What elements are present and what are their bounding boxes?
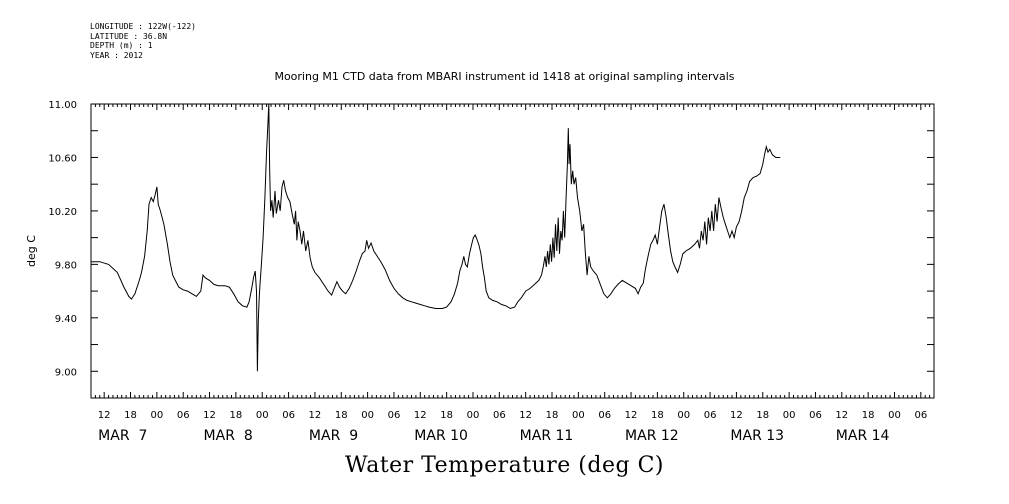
x-hour-tick-label: 12: [730, 410, 743, 421]
x-hour-tick-label: 12: [835, 410, 848, 421]
x-hour-tick-label: 18: [230, 410, 243, 421]
y-tick-label: 9.00: [55, 367, 77, 378]
temperature-series-line: [91, 103, 781, 372]
x-hour-tick-label: 18: [440, 410, 453, 421]
y-tick-label: 9.80: [55, 260, 77, 271]
x-hour-tick-label: 18: [862, 410, 875, 421]
x-hour-tick-label: 06: [282, 410, 295, 421]
x-hour-tick-label: 00: [783, 410, 796, 421]
x-date-label: MAR 10: [414, 428, 468, 444]
x-hour-tick-label: 06: [493, 410, 506, 421]
y-tick-label: 9.40: [55, 314, 77, 325]
y-tick-label: 10.20: [48, 207, 77, 218]
x-date-label: MAR 8: [204, 428, 253, 444]
x-hour-tick-label: 06: [809, 410, 822, 421]
x-date-label: MAR 13: [730, 428, 784, 444]
x-hour-tick-label: 18: [546, 410, 559, 421]
metadata-block: LONGITUDE : 122W(-122) LATITUDE : 36.8N …: [90, 22, 196, 60]
x-hour-tick-label: 18: [335, 410, 348, 421]
x-date-label: MAR 14: [836, 428, 890, 444]
x-hour-tick-label: 18: [124, 410, 137, 421]
x-hour-tick-label: 12: [309, 410, 322, 421]
x-hour-tick-label: 06: [914, 410, 927, 421]
x-date-label: MAR 9: [309, 428, 358, 444]
x-hour-tick-label: 00: [150, 410, 163, 421]
x-hour-tick-label: 00: [572, 410, 585, 421]
x-hour-tick-label: 12: [203, 410, 216, 421]
year-label: YEAR : 2012: [90, 50, 143, 60]
plot-frame: [90, 103, 935, 399]
x-hour-tick-label: 12: [625, 410, 638, 421]
x-hour-tick-label: 12: [519, 410, 532, 421]
depth-label: DEPTH (m) : 1: [90, 41, 153, 50]
longitude-label: LONGITUDE : 122W(-122): [90, 22, 196, 31]
x-hour-tick-label: 00: [888, 410, 901, 421]
x-date-label: MAR 7: [98, 428, 147, 444]
x-hour-tick-label: 18: [756, 410, 769, 421]
x-hour-tick-label: 18: [651, 410, 664, 421]
x-hour-tick-label: 00: [256, 410, 269, 421]
x-hour-tick-label: 06: [177, 410, 190, 421]
chart-title: Mooring M1 CTD data from MBARI instrumen…: [274, 70, 735, 83]
x-hour-tick-label: 00: [361, 410, 374, 421]
x-hour-tick-label: 06: [388, 410, 401, 421]
x-hour-tick-label: 06: [704, 410, 717, 421]
latitude-label: LATITUDE : 36.8N: [90, 31, 168, 41]
x-date-label: MAR 12: [625, 428, 679, 444]
x-hour-tick-label: 12: [414, 410, 427, 421]
x-hour-tick-label: 06: [598, 410, 611, 421]
y-tick-label: 11.00: [48, 100, 77, 111]
chart-main-title: Water Temperature (deg C): [345, 453, 664, 478]
y-tick-label: 10.60: [48, 153, 77, 164]
x-hour-tick-label: 00: [677, 410, 690, 421]
y-axis-label: deg C: [25, 235, 38, 267]
x-date-label: MAR 11: [520, 428, 574, 444]
x-hour-tick-label: 12: [98, 410, 111, 421]
x-hour-tick-label: 00: [467, 410, 480, 421]
